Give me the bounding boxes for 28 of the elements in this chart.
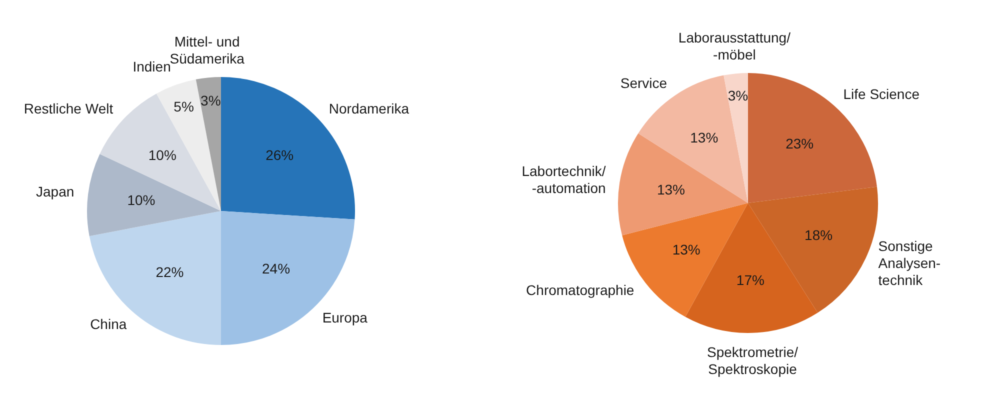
data-label: 13% — [656, 182, 685, 198]
slice-label: Indien — [132, 58, 171, 75]
data-label: 26% — [266, 146, 294, 163]
data-label: 10% — [148, 146, 176, 163]
slice-label: Restliche Welt — [24, 100, 114, 117]
data-label: 3% — [200, 92, 221, 108]
data-label: 5% — [174, 98, 194, 114]
slice-label: Laborausstattung/ -möbel — [678, 30, 791, 62]
slice-label: Nordamerika — [328, 100, 410, 117]
data-label: 3% — [728, 88, 748, 104]
data-label: 18% — [804, 227, 833, 244]
data-label: 13% — [672, 242, 700, 258]
slice-label: Sonstige Analysen- technik — [878, 238, 941, 288]
data-label: 22% — [156, 264, 184, 280]
slice-label: China — [90, 316, 127, 332]
data-label: 13% — [690, 129, 718, 146]
slice-label: Life Science — [843, 86, 920, 102]
data-label: 10% — [127, 192, 156, 208]
slice-label: Japan — [36, 183, 74, 200]
data-label: 17% — [736, 272, 764, 288]
slice-label: Spektrometrie/ Spektroskopie — [707, 344, 798, 377]
slice-label: Europa — [322, 310, 368, 326]
slice-label: Chromatographie — [526, 282, 634, 298]
slice-label: Mittel- und Südamerika — [170, 34, 245, 67]
data-label: 23% — [786, 135, 814, 152]
slice-label: Labortechnik/ -automation — [522, 162, 606, 196]
data-label: 24% — [262, 260, 290, 276]
slice-label: Service — [620, 74, 668, 91]
